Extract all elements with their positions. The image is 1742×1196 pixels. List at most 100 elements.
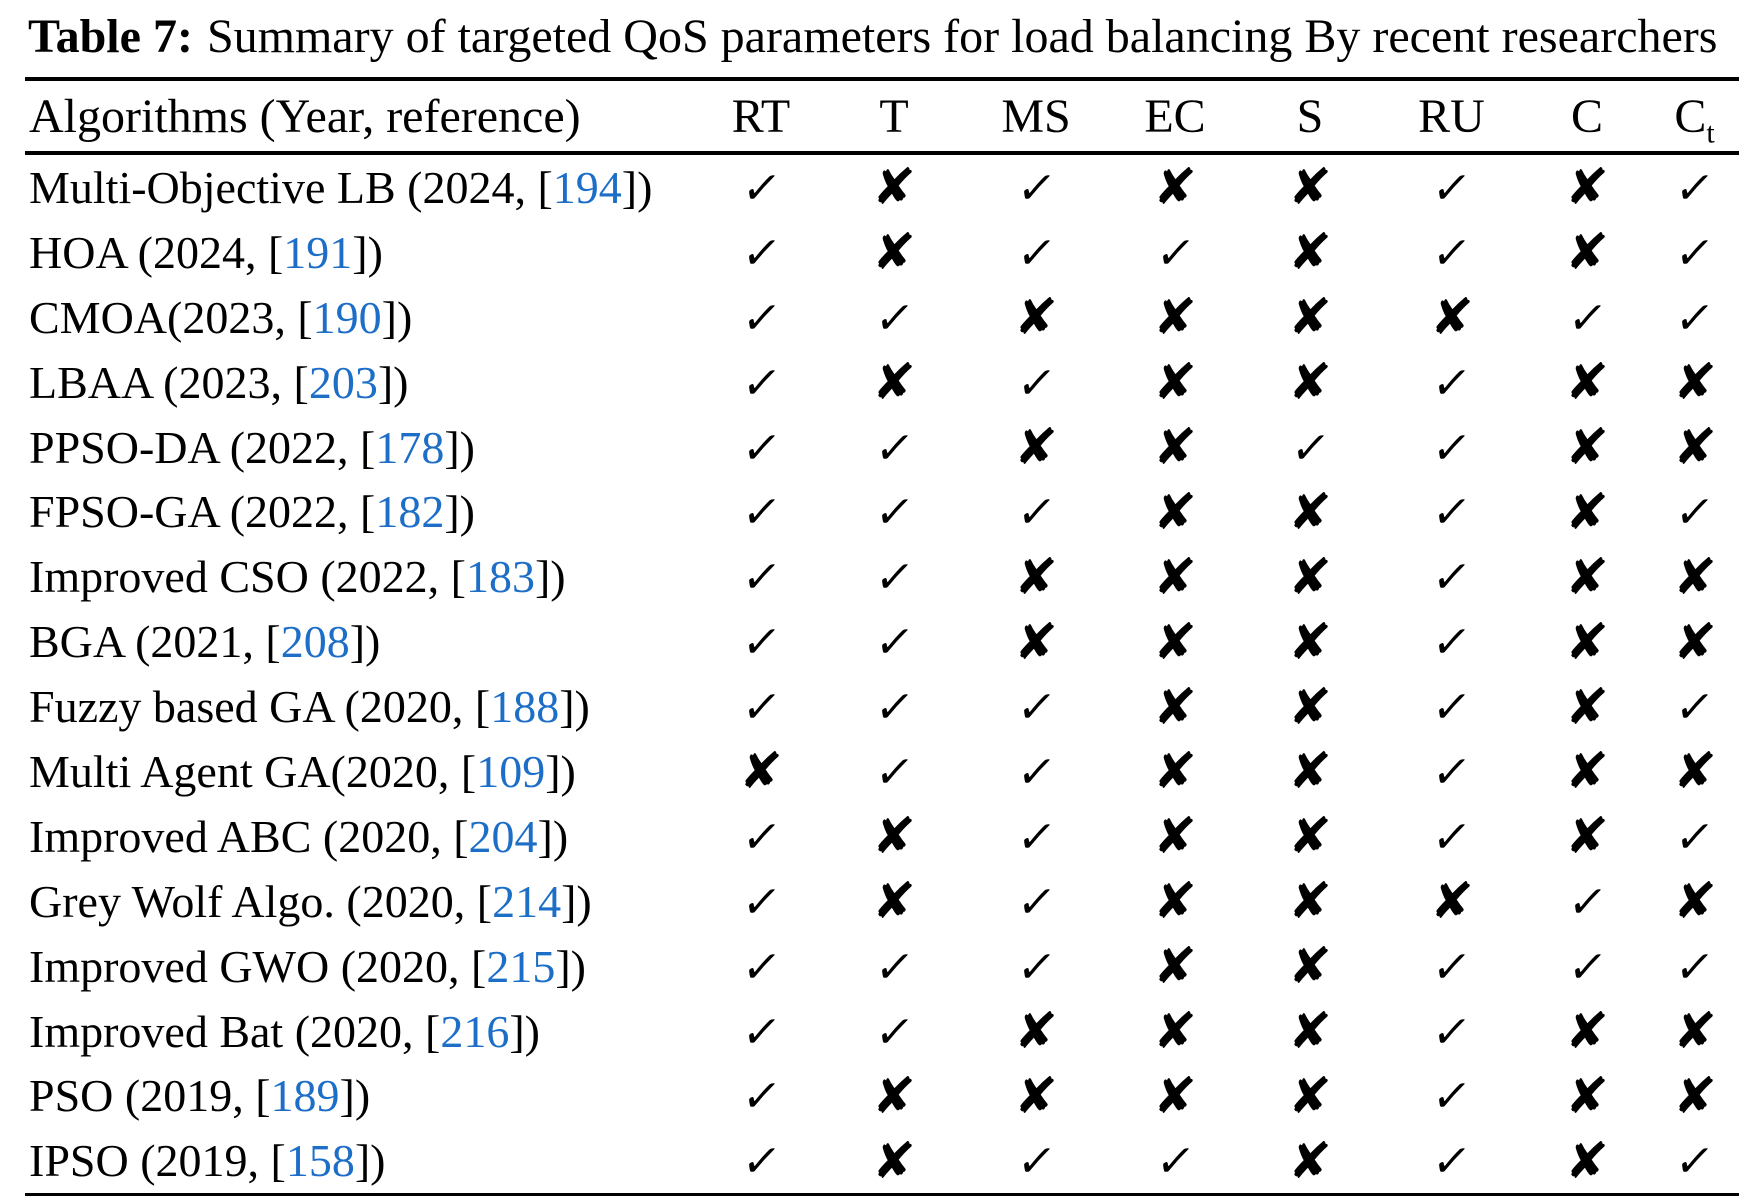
cross-glyph: ✘ — [871, 1131, 917, 1190]
reference-link[interactable]: 189 — [270, 1070, 340, 1122]
cross-glyph: ✘ — [1152, 288, 1198, 347]
check-mark: ✓ — [1379, 220, 1524, 285]
check-mark: ✓ — [697, 869, 825, 934]
check-glyph: ✓ — [1428, 1071, 1475, 1123]
cross-glyph: ✘ — [1152, 1002, 1198, 1061]
check-mark: ✓ — [1524, 934, 1650, 999]
check-glyph: ✓ — [1428, 227, 1475, 279]
cross-mark: ✘ — [1524, 479, 1650, 544]
table-row: Multi-Objective LB (2024, [194]) ✓ ✘ ✓ ✘ ✘ ✓ ✘… — [25, 153, 1739, 220]
cross-glyph: ✘ — [1287, 872, 1333, 931]
reference-link[interactable]: 204 — [468, 810, 538, 862]
reference-link[interactable]: 216 — [440, 1005, 510, 1057]
check-mark: ✓ — [963, 153, 1109, 220]
cross-glyph: ✘ — [1152, 158, 1198, 217]
check-glyph: ✓ — [1671, 1136, 1718, 1188]
cross-mark: ✘ — [825, 1128, 963, 1195]
table-row: Fuzzy based GA (2020, [188]) ✓ ✓ ✓ ✘ ✘ ✓ ✘ ✓ — [25, 674, 1739, 739]
cross-mark: ✘ — [1241, 220, 1379, 285]
check-glyph: ✓ — [738, 357, 784, 409]
reference-link[interactable]: 188 — [490, 681, 560, 733]
cross-mark: ✘ — [1241, 804, 1379, 869]
cross-glyph: ✘ — [1287, 677, 1333, 736]
algorithm-name-prefix: Improved Bat (2020, [ — [29, 1005, 441, 1057]
check-glyph: ✓ — [738, 227, 784, 279]
table-row: Improved GWO (2020, [215]) ✓ ✓ ✓ ✘ ✘ ✓ ✓ ✓ — [25, 934, 1739, 999]
table-row: Improved CSO (2022, [183]) ✓ ✓ ✘ ✘ ✘ ✓ ✘ ✘ — [25, 544, 1739, 609]
cross-glyph: ✘ — [1564, 742, 1610, 801]
cross-mark: ✘ — [1650, 544, 1739, 609]
reference-link[interactable]: 109 — [476, 745, 546, 797]
reference-link[interactable]: 158 — [285, 1135, 355, 1187]
table-row: HOA (2024, [191]) ✓ ✘ ✓ ✓ ✘ ✓ ✘ ✓ — [25, 220, 1739, 285]
reference-link[interactable]: 183 — [465, 551, 535, 603]
header-row: Algorithms (Year, reference) RT T MS EC … — [25, 79, 1739, 155]
cross-glyph: ✘ — [1564, 1131, 1610, 1190]
algorithm-name-suffix: ]) — [354, 1135, 386, 1187]
cross-mark: ✘ — [1241, 999, 1379, 1064]
check-glyph: ✓ — [1428, 617, 1475, 669]
reference-link[interactable]: 190 — [312, 291, 382, 343]
check-mark: ✓ — [697, 804, 825, 869]
cross-mark: ✘ — [1109, 285, 1241, 350]
algorithm-cell: Improved ABC (2020, [204]) — [25, 804, 697, 869]
check-mark: ✓ — [1650, 804, 1739, 869]
cross-glyph: ✘ — [1671, 547, 1718, 606]
header-c: C — [1524, 79, 1650, 155]
cross-mark: ✘ — [1524, 674, 1650, 739]
algorithm-cell: CMOA(2023, [190]) — [25, 285, 697, 350]
check-glyph: ✓ — [1428, 746, 1475, 798]
check-glyph: ✓ — [871, 941, 917, 993]
cross-glyph: ✘ — [1671, 353, 1718, 412]
check-glyph: ✓ — [1671, 811, 1718, 863]
check-mark: ✓ — [697, 934, 825, 999]
check-glyph: ✓ — [1013, 162, 1059, 214]
algorithm-cell: HOA (2024, [191]) — [25, 220, 697, 285]
reference-link[interactable]: 214 — [492, 875, 562, 927]
reference-link[interactable]: 194 — [552, 161, 622, 213]
cross-glyph: ✘ — [1287, 807, 1333, 866]
cross-mark: ✘ — [1109, 999, 1241, 1064]
cross-mark: ✘ — [1650, 350, 1739, 415]
cross-glyph: ✘ — [1013, 612, 1059, 671]
check-mark: ✓ — [1379, 739, 1524, 804]
table-caption-label: Table 7: — [28, 10, 193, 63]
reference-link[interactable]: 191 — [283, 226, 353, 278]
check-glyph: ✓ — [1428, 682, 1475, 734]
header-algorithms: Algorithms (Year, reference) — [25, 79, 697, 155]
cross-mark: ✘ — [1524, 415, 1650, 480]
cross-mark: ✘ — [963, 415, 1109, 480]
reference-link[interactable]: 215 — [486, 940, 556, 992]
check-mark: ✓ — [1379, 674, 1524, 739]
check-glyph: ✓ — [738, 422, 784, 474]
reference-link[interactable]: 208 — [280, 616, 350, 668]
check-mark: ✓ — [1379, 544, 1524, 609]
check-glyph: ✓ — [738, 682, 784, 734]
table-body: Multi-Objective LB (2024, [194]) ✓ ✘ ✓ ✘ ✘ ✓ ✘… — [25, 153, 1739, 1196]
cross-glyph: ✘ — [1152, 418, 1198, 476]
algorithm-name-prefix: Fuzzy based GA (2020, [ — [29, 681, 491, 733]
cross-mark: ✘ — [1109, 1063, 1241, 1128]
reference-link[interactable]: 203 — [308, 356, 378, 408]
reference-link[interactable]: 182 — [375, 486, 445, 538]
algorithm-cell: BGA (2021, [208]) — [25, 609, 697, 674]
algorithm-name-suffix: ]) — [561, 875, 592, 927]
qos-table: Algorithms (Year, reference) RT T MS EC … — [25, 77, 1739, 1196]
cross-mark: ✘ — [1241, 153, 1379, 220]
check-glyph: ✓ — [1428, 1136, 1475, 1188]
reference-link[interactable]: 178 — [375, 421, 445, 473]
cross-mark: ✘ — [1241, 934, 1379, 999]
check-mark: ✓ — [1524, 285, 1650, 350]
check-mark: ✓ — [697, 220, 825, 285]
check-mark: ✓ — [1650, 674, 1739, 739]
cross-glyph: ✘ — [1013, 288, 1059, 347]
cross-mark: ✘ — [963, 999, 1109, 1064]
check-glyph: ✓ — [1428, 552, 1475, 604]
cross-mark: ✘ — [1109, 350, 1241, 415]
table-row: Improved Bat (2020, [216]) ✓ ✓ ✘ ✘ ✘ ✓ ✘ ✘ — [25, 999, 1739, 1064]
algorithm-name-suffix: ]) — [555, 940, 586, 992]
cross-glyph: ✘ — [1287, 742, 1333, 801]
check-glyph: ✓ — [871, 422, 917, 474]
algorithm-cell: PPSO-DA (2022, [178]) — [25, 415, 697, 480]
